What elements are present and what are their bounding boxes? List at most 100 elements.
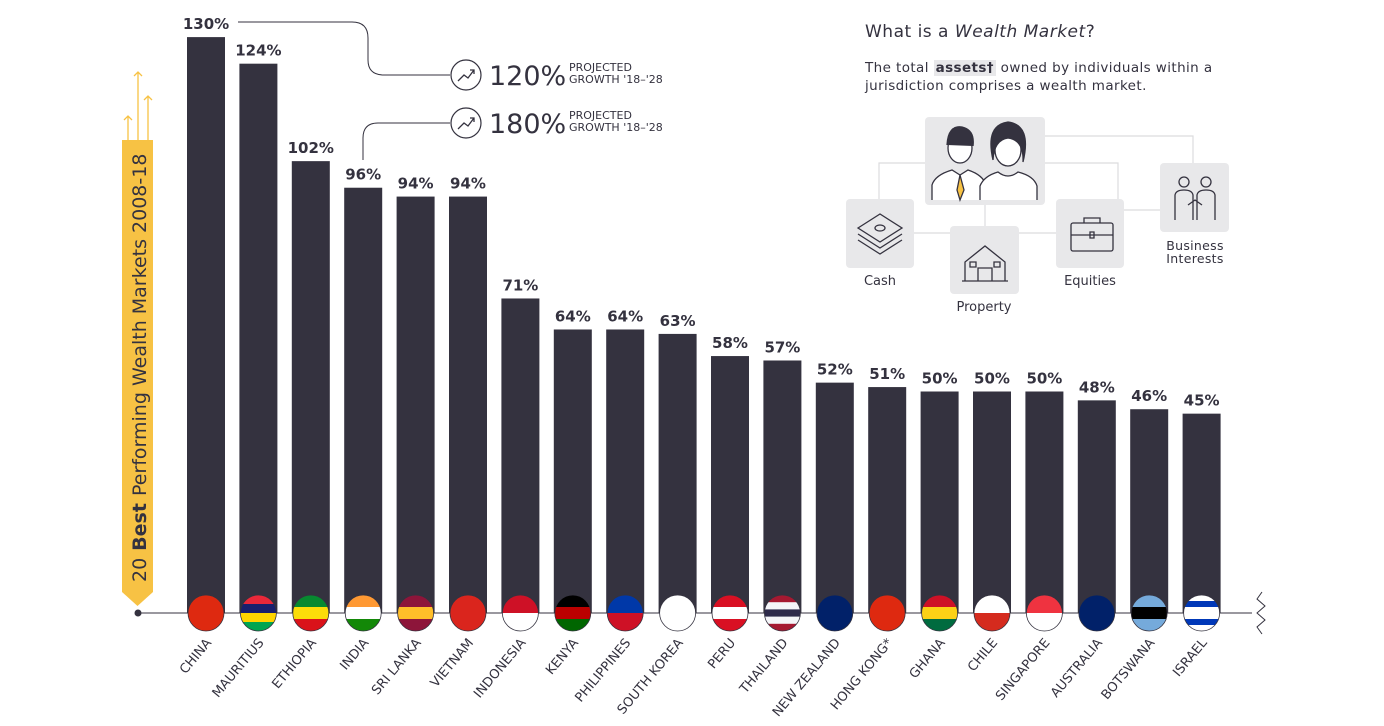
flag-fill: [1183, 595, 1220, 631]
flag-stripe: [921, 607, 958, 620]
flag-outline: [449, 594, 487, 632]
flag-outline: [292, 594, 330, 632]
value-label: 96%: [345, 166, 381, 184]
value-label: 50%: [974, 370, 1010, 388]
annotation-text: PROJECTED: [569, 61, 632, 74]
annotation-connectors: [238, 21, 450, 160]
flag-stripe: [397, 607, 434, 620]
cash-icon-box: [846, 199, 914, 268]
item-label-wrap: Business Interests: [1166, 239, 1224, 266]
annotation-icon: [450, 59, 482, 91]
bar: [239, 63, 278, 614]
flag-stripe: [1131, 607, 1168, 620]
item-label: Property: [956, 300, 1011, 315]
bar: [1130, 409, 1169, 613]
flag-fill: [1078, 595, 1115, 631]
flag-stripe: [188, 595, 224, 631]
flag-stripe: [974, 613, 1010, 631]
annotation-text: GROWTH '18–'28: [569, 121, 663, 134]
value-label: 94%: [450, 175, 486, 193]
business-icon-box: [1160, 163, 1229, 232]
flag: [449, 594, 487, 632]
flag-stripe: [1183, 619, 1220, 626]
flag-stripe: [607, 613, 644, 631]
flag-fill: [554, 595, 591, 631]
flag-stripe: [712, 619, 748, 631]
heading-part: Wealth Market: [954, 22, 1086, 42]
value-label: 58%: [712, 334, 748, 352]
flag: [344, 594, 382, 632]
bar: [973, 391, 1011, 613]
flag-outline: [659, 594, 696, 632]
value-label: 50%: [922, 370, 958, 388]
flag-outline: [973, 594, 1011, 632]
flag-stripe: [1131, 595, 1168, 608]
flag-outline: [554, 594, 592, 632]
flag: [973, 594, 1011, 632]
value-label: 48%: [1079, 378, 1115, 396]
flag-outline: [1078, 594, 1116, 632]
flag-fill: [345, 595, 382, 631]
flag-stripe: [869, 595, 906, 631]
flag-stripe: [1183, 613, 1220, 620]
flag-stripe: [1026, 595, 1063, 614]
flag-stripe: [554, 619, 591, 631]
value-label: 51%: [869, 365, 905, 383]
description-part: The total: [865, 60, 929, 76]
flag-stripe: [1183, 607, 1220, 614]
flag-stripe: [502, 613, 539, 631]
people-icon: [931, 121, 1038, 202]
flag-fill: [450, 595, 486, 631]
flag-stripe: [764, 602, 801, 610]
value-label: 102%: [288, 139, 334, 157]
value-label: 71%: [502, 276, 538, 294]
flag: [187, 594, 225, 632]
annotation-text: GROWTH '18–'28: [569, 73, 663, 86]
value-label: 64%: [607, 307, 643, 325]
value-label: 94%: [398, 175, 434, 193]
flag-outline: [344, 594, 382, 632]
flag-outline: [187, 594, 225, 632]
flag: [764, 594, 801, 632]
flag: [711, 594, 749, 632]
flag-outline: [1183, 594, 1220, 632]
flag: [1183, 594, 1220, 632]
flag-stripe: [607, 595, 644, 614]
flag-stripe: [292, 595, 329, 608]
flag: [606, 594, 644, 632]
flag: [397, 594, 435, 632]
value-label: 46%: [1131, 387, 1167, 405]
flag-stripe: [240, 613, 277, 623]
bar: [291, 161, 330, 613]
bar: [344, 187, 383, 613]
flag-fill: [240, 595, 277, 631]
flag-outline: [711, 594, 749, 632]
flag-stripe: [292, 607, 329, 620]
value-label: 50%: [1026, 370, 1062, 388]
flag-outline: [921, 594, 958, 632]
bar: [553, 329, 592, 613]
flag-fill: [397, 595, 434, 631]
bar: [187, 37, 225, 614]
title-banner: [122, 140, 153, 606]
flag-outline: [1026, 594, 1063, 632]
business-icon: [1174, 176, 1216, 220]
baseline-dot: [134, 609, 142, 617]
flag-stripe: [1183, 625, 1220, 631]
flag-stripe: [554, 607, 591, 620]
item-label: Business Interests: [1166, 239, 1224, 266]
description-part: assets†: [933, 60, 996, 76]
flag-stripe: [397, 619, 434, 631]
bar: [868, 387, 907, 613]
flag-fill: [869, 595, 906, 631]
flag-stripe: [816, 595, 853, 631]
flag-stripe: [921, 619, 958, 631]
flag-outline: [502, 594, 539, 632]
flag: [921, 594, 958, 632]
flag-stripe: [345, 619, 382, 631]
sidebar-heading: What is a Wealth Market?: [865, 22, 1095, 42]
flag-stripe: [292, 619, 329, 631]
flag: [1078, 594, 1116, 632]
flag-outline: [816, 594, 854, 632]
